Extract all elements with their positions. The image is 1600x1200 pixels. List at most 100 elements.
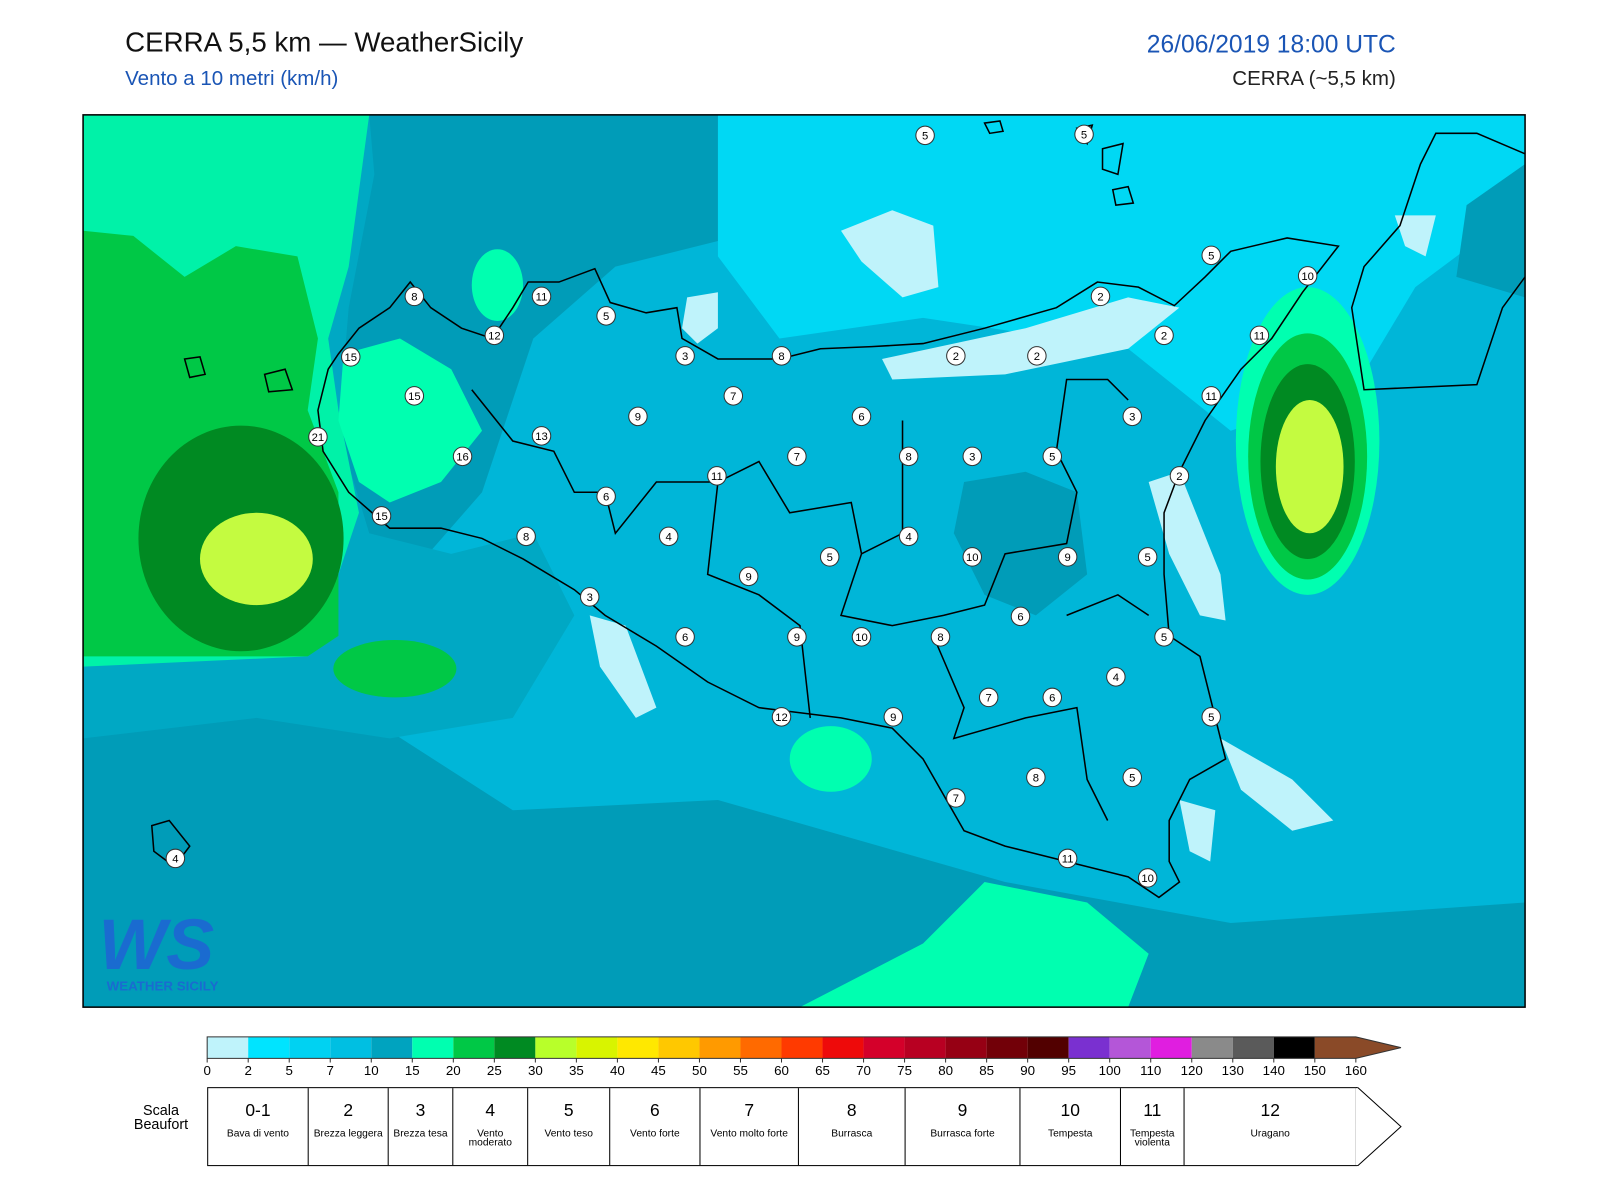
station-marker	[898, 526, 919, 547]
colorbar-segment	[617, 1036, 659, 1059]
station-value: 8	[523, 531, 529, 543]
station-marker	[675, 346, 695, 366]
station-value: 11	[1254, 330, 1266, 342]
station-marker	[771, 346, 792, 366]
beaufort-force: 8	[846, 1100, 857, 1120]
station-value: 13	[535, 431, 548, 443]
station-marker	[851, 406, 872, 427]
station-value: 3	[1129, 411, 1135, 423]
station-marker	[1154, 325, 1174, 346]
colorbar-segment	[535, 1036, 577, 1059]
station-marker	[531, 426, 552, 446]
station-marker	[930, 627, 951, 647]
station-marker	[404, 286, 425, 307]
station-value: 5	[922, 130, 928, 142]
colorbar-tick-label: 7	[327, 1063, 334, 1078]
colorbar-tick-label: 95	[1061, 1063, 1076, 1078]
station-marker	[851, 627, 872, 647]
station-marker	[1057, 547, 1078, 567]
colorbar-tick-label: 15	[405, 1063, 420, 1078]
station-value: 21	[312, 432, 325, 444]
station-marker	[675, 627, 695, 647]
station-value: 9	[746, 571, 752, 583]
beaufort-arrow	[1355, 1087, 1402, 1167]
map-frame	[82, 114, 1526, 1008]
beaufort-description: Burrasca	[831, 1128, 873, 1140]
colorbar-tick-label: 160	[1345, 1063, 1367, 1078]
beaufort-description: Vento teso	[544, 1128, 593, 1140]
beaufort-cell: 10 Tempesta	[1019, 1088, 1120, 1166]
station-marker	[1297, 266, 1318, 286]
beaufort-cell: 2 Brezza leggera	[307, 1088, 388, 1166]
station-value: 7	[986, 693, 992, 705]
station-value: 15	[375, 511, 388, 523]
colorbar-tick-label: 75	[897, 1063, 912, 1078]
station-marker	[1154, 627, 1174, 647]
station-marker	[962, 446, 983, 467]
colorbar-segment	[1232, 1036, 1274, 1059]
beaufort-force: 7	[744, 1100, 755, 1120]
colorbar-tick-label: 110	[1140, 1063, 1161, 1078]
station-marker	[1106, 667, 1126, 687]
colorbar-segment	[1273, 1036, 1315, 1059]
station-marker	[946, 788, 966, 808]
colorbar-segment	[986, 1036, 1028, 1059]
colorbar-tick-label: 70	[856, 1063, 871, 1078]
station-value: 2	[1176, 471, 1182, 483]
station-marker	[787, 446, 807, 467]
station-marker	[962, 547, 983, 567]
station-marker	[1027, 346, 1047, 366]
title: CERRA 5,5 km — WeatherSicily	[125, 26, 524, 58]
station-marker	[658, 526, 679, 547]
station-value: 6	[682, 632, 688, 644]
station-value: 9	[635, 411, 641, 423]
station-marker	[596, 306, 616, 326]
beaufort-description: Bava di vento	[226, 1128, 290, 1140]
station-value: 15	[408, 391, 421, 403]
colorbar-tick-label: 5	[286, 1063, 293, 1078]
station-value: 11	[1205, 391, 1217, 403]
colorbar-tick-label: 10	[364, 1063, 379, 1078]
beaufort-force: 9	[957, 1100, 968, 1120]
station-value: 2	[1097, 292, 1103, 304]
station-marker	[978, 687, 999, 708]
station-marker	[1201, 707, 1221, 727]
colorbar-tick-label: 130	[1222, 1063, 1244, 1078]
station-value: 10	[1301, 271, 1314, 283]
beaufort-force: 2	[343, 1100, 354, 1120]
beaufort-force: 10	[1060, 1100, 1080, 1120]
beaufort-description: Tempesta violenta	[1130, 1128, 1175, 1149]
station-marker	[579, 587, 600, 607]
colorbar-segment	[1191, 1036, 1233, 1059]
colorbar-segment	[1109, 1036, 1151, 1059]
colorbar-segment	[658, 1036, 700, 1059]
colorbar-segment	[699, 1036, 741, 1059]
logo-text: WEATHER SICILY	[107, 979, 219, 994]
station-value: 5	[603, 311, 609, 323]
station-value: 6	[1049, 693, 1055, 705]
colorbar-segment	[1150, 1036, 1192, 1059]
station-value: 5	[1049, 451, 1055, 463]
colorbar-segment	[289, 1036, 331, 1059]
station-marker	[898, 446, 919, 467]
station-value: 9	[890, 712, 896, 724]
station-value: 4	[1113, 672, 1119, 684]
station-value: 6	[603, 491, 609, 503]
colorbar-tick-label: 25	[487, 1063, 502, 1078]
beaufort-cells: 0-1 Bava di vento 2 Brezza leggera 3 Brezza t…	[207, 1087, 1357, 1167]
beaufort-cell: 8 Burrasca	[797, 1088, 905, 1166]
station-value: 6	[1017, 611, 1023, 623]
station-marker	[738, 566, 759, 587]
colorbar-segment	[248, 1036, 290, 1059]
station-value: 5	[1208, 250, 1214, 262]
station-marker	[1137, 547, 1158, 567]
colorbar-segment	[863, 1036, 905, 1059]
colorbar-tick-label: 20	[446, 1063, 461, 1078]
station-value: 9	[1065, 552, 1071, 564]
colorbar-segment	[207, 1036, 249, 1059]
station-value: 7	[730, 391, 736, 403]
colorbar-segment	[822, 1036, 864, 1059]
station-value: 5	[827, 552, 833, 564]
station-marker	[484, 325, 505, 346]
station-marker	[915, 125, 935, 146]
